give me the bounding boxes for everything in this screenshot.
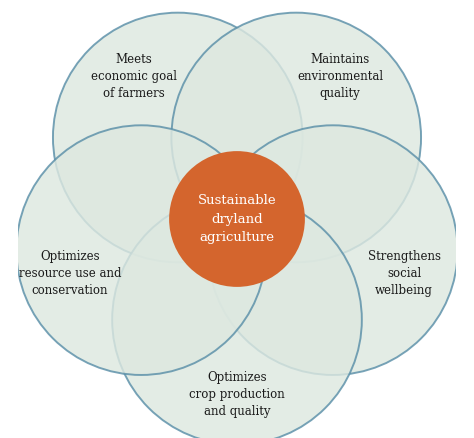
Circle shape <box>169 151 305 287</box>
Text: Optimizes
crop production
and quality: Optimizes crop production and quality <box>189 371 285 418</box>
Circle shape <box>112 195 362 438</box>
Circle shape <box>53 13 302 262</box>
Circle shape <box>17 125 266 375</box>
Text: Strengthens
social
wellbeing: Strengthens social wellbeing <box>367 250 440 297</box>
Circle shape <box>208 125 457 375</box>
Text: Maintains
environmental
quality: Maintains environmental quality <box>297 53 383 100</box>
Text: Optimizes
resource use and
conservation: Optimizes resource use and conservation <box>18 250 121 297</box>
Circle shape <box>172 13 421 262</box>
Text: Sustainable
dryland
agriculture: Sustainable dryland agriculture <box>198 194 276 244</box>
Text: Meets
economic goal
of farmers: Meets economic goal of farmers <box>91 53 177 100</box>
